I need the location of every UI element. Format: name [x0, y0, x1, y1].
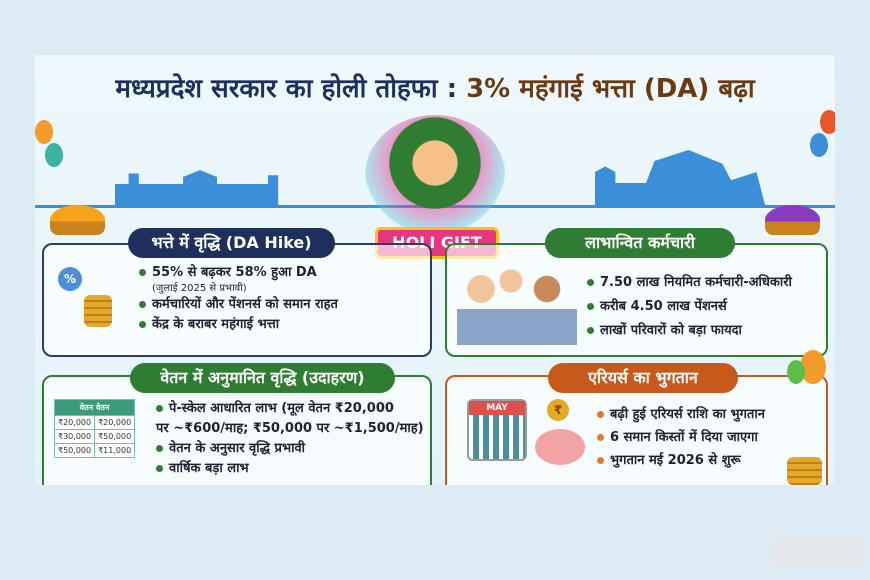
heading-salary: वेतन में अनुमानित वृद्धि (उदाहरण): [130, 363, 395, 393]
rupee-coin-icon: ₹: [547, 399, 569, 421]
page-title: मध्यप्रदेश सरकार का होली तोहफा : 3% महंग…: [35, 69, 835, 105]
list-item: 6 समान किस्तों में दिया जाएगा: [597, 428, 765, 448]
growth-chart-icon: %: [54, 263, 114, 327]
skyline-right: [595, 150, 765, 205]
list-item: वेतन के अनुसार वृद्धि प्रभावी: [156, 439, 424, 459]
salary-table: वेतन वेतन ₹20,000 ₹20,000 ₹30,000 ₹50,000 …: [53, 399, 136, 458]
list-item: कर्मचारियों और पेंशनर्स को समान राहत: [139, 295, 338, 315]
list-item: 7.50 लाख नियमित कर्मचारी-अधिकारी: [587, 273, 792, 293]
skyline-left: [115, 170, 279, 205]
list-item: लाखों परिवारों को बड़ा फायदा: [587, 321, 792, 341]
list-item: करीब 4.50 लाख पेंशनर्स: [587, 297, 792, 317]
list-item: 55% से बढ़कर 58% हुआ DA: [139, 263, 338, 283]
list-item: वार्षिक बड़ा लाभ: [156, 459, 424, 479]
piggy-bank-icon: [535, 429, 585, 465]
percent-icon: %: [58, 267, 82, 291]
card-salary: वेतन वेतन ₹20,000 ₹20,000 ₹30,000 ₹50,000 …: [42, 375, 432, 485]
infographic: मध्यप्रदेश सरकार का होली तोहफा : 3% महंग…: [35, 55, 835, 485]
card-da-hike: % 55% से बढ़कर 58% हुआ DA (जुलाई 2025 से…: [42, 243, 432, 357]
table-header: वेतन वेतन: [53, 399, 136, 416]
color-powder-bowl-icon: [50, 205, 105, 235]
table-row: ₹50,000 ₹11,000: [53, 443, 136, 458]
coins-icon: [84, 295, 112, 327]
list-item-continuation: पर ~₹600/माह; ₹50,000 पर ~₹1,500/माह): [156, 421, 424, 436]
overlay-pill: [768, 537, 868, 567]
color-powder-bowl-icon: [765, 205, 820, 235]
effective-note: (जुलाई 2025 से प्रभावी): [152, 283, 247, 294]
balloon-icon: [810, 133, 828, 157]
coins-icon: [787, 457, 822, 485]
heading-beneficiaries: लाभान्वित कर्मचारी: [545, 228, 735, 258]
list-item: भुगतान मई 2026 से शुरू: [597, 451, 765, 471]
list-item: बढ़ी हुई एरियर्स राशि का भुगतान: [597, 405, 765, 425]
balloon-icon: [45, 143, 63, 167]
card-beneficiaries: 7.50 लाख नियमित कर्मचारी-अधिकारी करीब 4.…: [445, 243, 828, 357]
table-row: ₹30,000 ₹50,000: [53, 429, 136, 444]
list-item: केंद्र के बराबर महंगाई भत्ता: [139, 315, 338, 335]
card-arrears: MAY ₹ बढ़ी हुई एरियर्स राशि का भुगतान 6 …: [445, 375, 828, 485]
balloon-icon: [35, 120, 53, 144]
table-row: ₹20,000 ₹20,000: [53, 415, 136, 430]
title-highlight: 3% महंगाई भत्ता (DA) बढ़ा: [466, 74, 755, 104]
da-hike-list: 55% से बढ़कर 58% हुआ DA (जुलाई 2025 से प…: [139, 263, 338, 335]
balloon-icon: [820, 110, 835, 134]
employees-illustration: [457, 265, 577, 345]
heading-arrears: एरियर्स का भुगतान: [548, 363, 738, 393]
heading-da-hike: भत्ते में वृद्धि (DA Hike): [128, 228, 335, 258]
beneficiaries-list: 7.50 लाख नियमित कर्मचारी-अधिकारी करीब 4.…: [587, 273, 792, 341]
list-item: पे-स्केल आधारित लाभ (मूल वेतन ₹20,000: [156, 399, 424, 419]
chief-minister-illustration: [365, 115, 505, 235]
calendar-month: MAY: [469, 401, 525, 415]
calendar-icon: MAY: [467, 399, 527, 461]
balloon-icon: [787, 360, 805, 384]
salary-list: पे-स्केल आधारित लाभ (मूल वेतन ₹20,000 पर…: [156, 399, 424, 479]
title-main: मध्यप्रदेश सरकार का होली तोहफा :: [115, 74, 467, 104]
arrears-list: बढ़ी हुई एरियर्स राशि का भुगतान 6 समान क…: [597, 405, 765, 471]
